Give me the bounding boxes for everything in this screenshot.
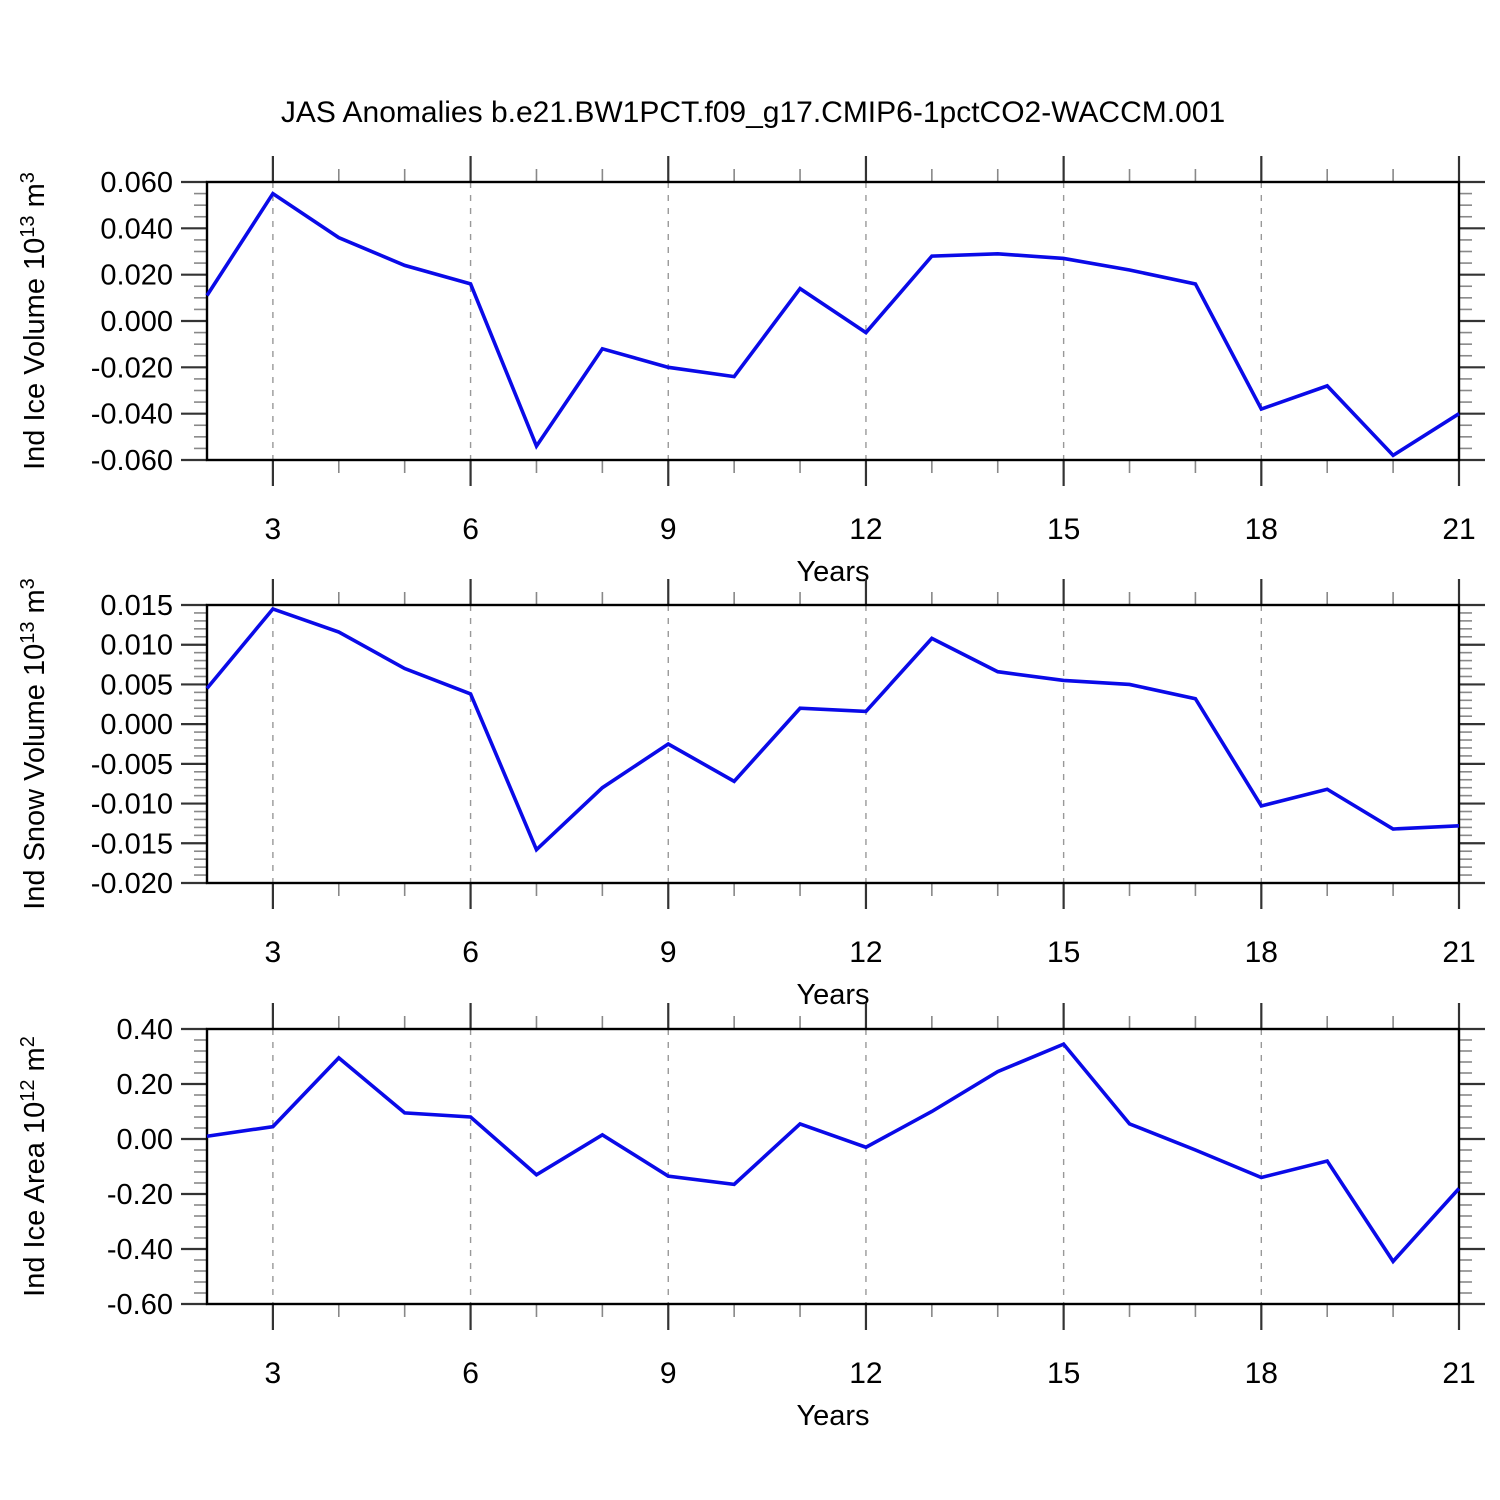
y-tick-label: 0.005 — [100, 669, 173, 701]
x-tick-label: 12 — [849, 513, 882, 546]
y-axis-title: Ind Ice Volume 1013 m3 — [17, 172, 51, 470]
x-tick-label: 15 — [1047, 936, 1080, 969]
panels-group: 3 6 9 12 15 18 21 0.060 0.040 0.020 0.000 -0.020 -0.… — [17, 156, 1485, 1432]
y-axis-title: Ind Ice Area 1012 m2 — [17, 1036, 51, 1297]
plot-frame — [205, 180, 1461, 462]
x-axis-title: Years — [796, 556, 869, 588]
x-tick-label: 3 — [265, 1357, 282, 1390]
x-tick-label: 21 — [1442, 1357, 1475, 1390]
y-axis-title: Ind Snow Volume 1013 m3 — [17, 578, 51, 910]
y-tick-label: 0.00 — [117, 1124, 173, 1156]
y-tick-label: -0.40 — [107, 1234, 173, 1266]
data-line-series — [205, 191, 1460, 458]
y-tick-label: 0.010 — [100, 630, 173, 662]
y-tick-label: 0.40 — [117, 1014, 173, 1046]
y-tick-label: 0.040 — [100, 213, 173, 245]
y-tick-label: -0.005 — [91, 749, 173, 781]
y-tick-label: 0.015 — [100, 590, 173, 622]
y-tick-label: -0.60 — [107, 1289, 173, 1321]
x-axis-title: Years — [796, 1400, 869, 1432]
y-tick-label: -0.020 — [91, 868, 173, 900]
y-tick-label: 0.060 — [100, 167, 173, 199]
y-tick-label: 0.020 — [100, 260, 173, 292]
chart-title: JAS Anomalies b.e21.BW1PCT.f09_g17.CMIP6… — [281, 96, 1225, 129]
x-tick-label: 15 — [1047, 513, 1080, 546]
panel-3: 3 6 9 12 15 18 21 0.40 0.20 0.00 -0.20 -0.40 -0.60 Ye… — [17, 1003, 1485, 1432]
x-tick-label: 21 — [1442, 513, 1475, 546]
x-axis-title: Years — [796, 979, 869, 1011]
x-tick-label: 12 — [849, 936, 882, 969]
panel-1: 3 6 9 12 15 18 21 0.060 0.040 0.020 0.000 -0.020 -0.… — [17, 156, 1485, 588]
x-tick-label: 18 — [1245, 936, 1278, 969]
x-tick-label: 9 — [660, 513, 677, 546]
panel-2: 3 6 9 12 15 18 21 0.015 0.010 0.005 0.000 -0.005 -0.… — [17, 578, 1485, 1011]
y-tick-label: -0.010 — [91, 789, 173, 821]
x-tick-label: 6 — [462, 513, 479, 546]
y-tick-label: 0.000 — [100, 709, 173, 741]
y-tick-label: -0.060 — [91, 445, 173, 477]
plot-frame — [205, 1027, 1461, 1306]
x-tick-label: 12 — [849, 1357, 882, 1390]
y-tick-label: -0.020 — [91, 352, 173, 384]
plot-frame — [205, 603, 1461, 885]
y-tick-label: -0.040 — [91, 399, 173, 431]
x-tick-label: 6 — [462, 936, 479, 969]
y-tick-label: -0.20 — [107, 1179, 173, 1211]
x-tick-label: 9 — [660, 936, 677, 969]
x-tick-label: 9 — [660, 1357, 677, 1390]
x-tick-label: 18 — [1245, 513, 1278, 546]
x-tick-label: 6 — [462, 1357, 479, 1390]
y-tick-label: 0.20 — [117, 1069, 173, 1101]
data-line-series — [205, 606, 1460, 853]
x-tick-label: 21 — [1442, 936, 1475, 969]
y-tick-label: 0.000 — [100, 306, 173, 338]
y-tick-label: -0.015 — [91, 828, 173, 860]
data-line-series — [206, 1041, 1461, 1265]
x-tick-label: 3 — [265, 936, 282, 969]
x-tick-label: 3 — [265, 513, 282, 546]
x-tick-label: 15 — [1047, 1357, 1080, 1390]
x-tick-label: 18 — [1245, 1357, 1278, 1390]
